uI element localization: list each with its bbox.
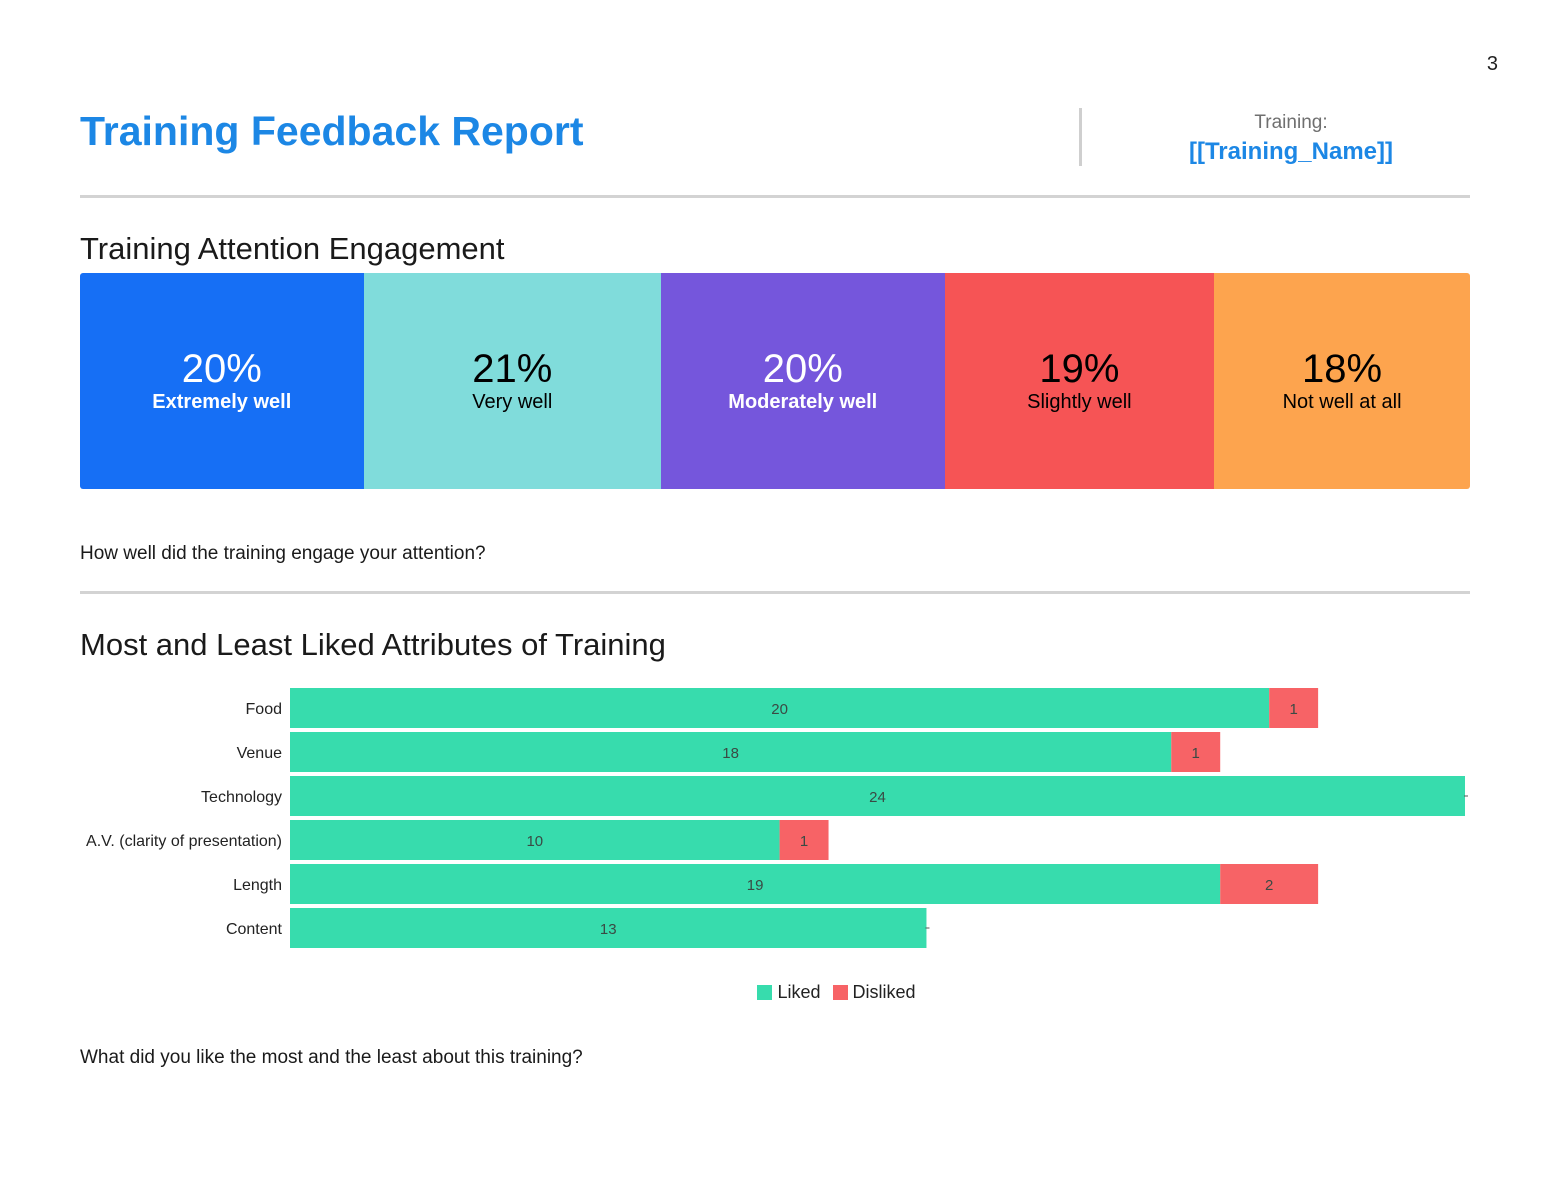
engagement-question: How well did the training engage your at… [80, 543, 486, 564]
engagement-segment: 19% Slightly well [944, 273, 1215, 489]
segment-label: Extremely well [152, 390, 292, 413]
section-rule [80, 591, 1470, 594]
segment-label: Slightly well [1027, 390, 1132, 413]
bar-value-label: 18 [722, 745, 739, 762]
category-label: Venue [237, 745, 282, 762]
category-label: Content [226, 921, 283, 938]
bar-liked [290, 776, 1465, 816]
chart-legend: Liked Disliked [0, 982, 1558, 1003]
legend-item: Disliked [832, 982, 916, 1003]
segment-label: Very well [472, 390, 553, 413]
segment-percent: 19% [1039, 346, 1120, 391]
bar-disliked [779, 820, 829, 860]
bar-value-label: 20 [771, 701, 788, 718]
engagement-segment: 20% Extremely well [80, 273, 364, 489]
segment-percent: 18% [1302, 346, 1383, 391]
page-number: 3 [1486, 53, 1498, 75]
engagement-segment: 18% Not well at all [1214, 273, 1470, 489]
segment-label: Moderately well [728, 390, 878, 413]
training-label: Training: [1254, 112, 1328, 133]
liked-disliked-chart: Food 20 1 Venue 18 1 Technology 24 A.V. (clarity… [86, 688, 1468, 948]
training-name: [[Training_Name]] [1188, 138, 1394, 165]
category-label: Technology [201, 789, 282, 806]
header-rule [80, 195, 1470, 198]
engagement-segment: 21% Very well [363, 273, 661, 489]
legend-item: Liked [642, 982, 821, 1003]
bar-disliked [1220, 864, 1319, 904]
legend-label: Liked [777, 982, 821, 1002]
bar-value-label: 1 [1192, 745, 1200, 762]
category-label: Length [233, 877, 282, 894]
bar-value-label: 19 [747, 877, 764, 894]
bar-value-label: 1 [1289, 701, 1297, 718]
category-label: A.V. (clarity of presentation) [86, 833, 282, 850]
legend-swatch [832, 985, 848, 1000]
bar-disliked [1269, 688, 1319, 728]
segment-percent: 20% [181, 346, 262, 391]
training-info: Training: [[Training_Name]] [1120, 111, 1462, 169]
bar-value-label: 13 [600, 921, 617, 938]
header-divider [1079, 108, 1082, 166]
report-title: Training Feedback Report [80, 108, 584, 154]
bar-liked [290, 820, 780, 860]
bar-liked [290, 688, 1270, 728]
category-label: Food [246, 701, 282, 718]
bar-disliked [1171, 732, 1221, 772]
bar-value-label: 10 [526, 833, 543, 850]
attributes-title: Most and Least Liked Attributes of Train… [80, 627, 666, 662]
bar-liked [290, 732, 1172, 772]
engagement-title: Training Attention Engagement [80, 231, 505, 266]
bar-value-label: 2 [1265, 877, 1273, 894]
engagement-segment: 20% Moderately well [661, 273, 945, 489]
bar-value-label: 24 [869, 789, 886, 806]
segment-percent: 20% [762, 346, 843, 391]
attributes-question: What did you like the most and the least… [80, 1047, 583, 1068]
segment-percent: 21% [472, 346, 553, 391]
bar-liked [290, 908, 927, 948]
legend-swatch [757, 985, 773, 1000]
bar-value-label: 1 [800, 833, 808, 850]
engagement-bar: 20% Extremely well 21% Very well 20% Moderate… [80, 273, 1470, 489]
bar-liked [290, 864, 1221, 904]
segment-label: Not well at all [1282, 390, 1402, 413]
legend-label: Disliked [852, 982, 916, 1002]
